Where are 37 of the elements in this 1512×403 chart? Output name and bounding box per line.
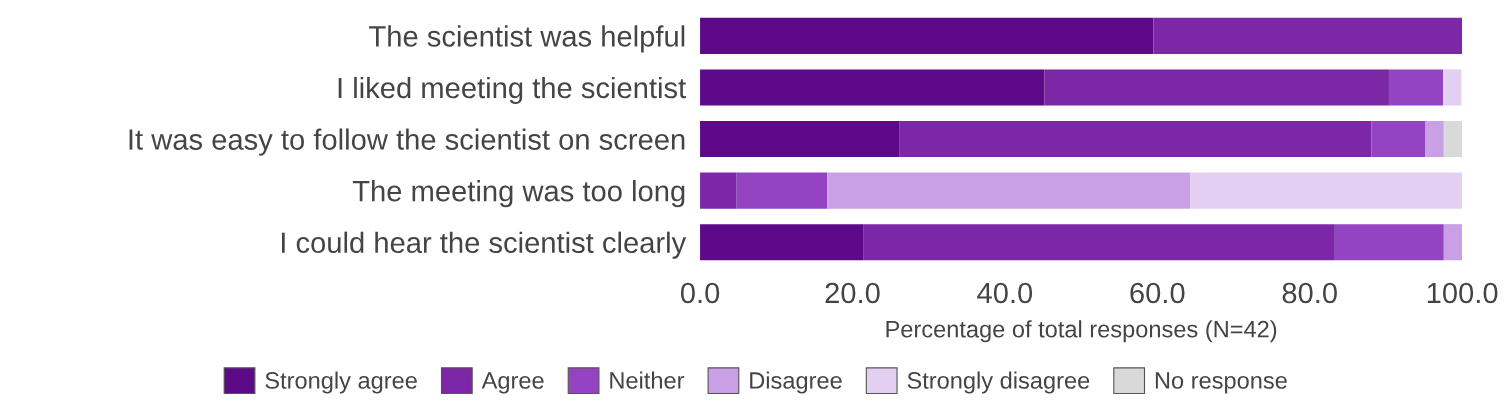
bar [1443,224,1463,261]
bar [700,17,1154,54]
bar [863,224,1335,261]
bar [1443,69,1462,106]
y-tick-label: I could hear the scientist clearly [281,231,687,259]
legend-label: Disagree [750,371,842,394]
bar [1425,120,1444,158]
bar [1388,69,1444,106]
x-tick-label: 60.0 [1130,282,1185,304]
bar [1443,120,1463,158]
bar [1190,172,1463,209]
x-tick-label: 0.0 [680,282,720,304]
bar [700,120,900,158]
x-tick-label: 80.0 [1282,282,1337,304]
legend-label: Strongly agree [265,371,417,394]
bar [700,224,864,261]
y-tick-label: The meeting was too long [352,180,685,208]
x-axis-title: Percentage of total responses (N=42) [886,320,1277,343]
bar [1371,120,1426,158]
y-tick-label: The scientist was helpful [369,25,685,53]
x-tick-label: 20.0 [825,282,880,304]
legend-label: Strongly disagree [907,371,1090,394]
y-tick-label: I liked meeting the scientist [338,76,686,105]
x-tick-label: 100.0 [1427,282,1498,304]
bar [1044,69,1389,106]
legend-label: No response [1155,372,1287,394]
bar [700,172,737,209]
x-tick-label: 40.0 [977,282,1033,304]
legend-label: Agree [481,372,544,394]
bar [827,172,1191,209]
bar [1334,224,1444,261]
bar [736,172,828,209]
y-tick-label: It was easy to follow the scientist on screen [129,128,685,156]
bar [700,69,1045,106]
bar [899,120,1372,158]
bar [1153,17,1463,54]
legend-label: Neither [610,371,685,389]
